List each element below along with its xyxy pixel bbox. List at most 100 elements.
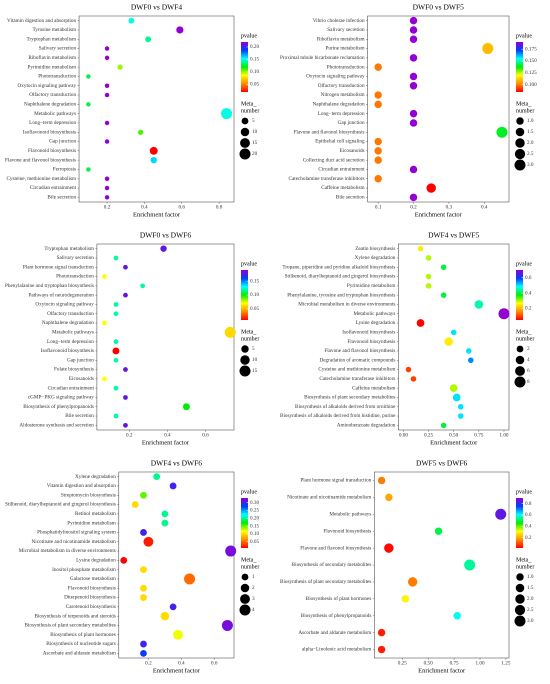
bubble xyxy=(117,64,123,70)
size-legend-label: 10 xyxy=(252,357,258,363)
y-tick-label: Phototransduction xyxy=(38,74,76,80)
size-legend-marker xyxy=(240,583,250,593)
size-legend-label: 20 xyxy=(252,151,258,157)
y-tick-label: Metabolic pathways xyxy=(353,311,395,317)
colorbar xyxy=(241,270,248,320)
y-tick-label: Biosynthesis of plant secondary metaboli… xyxy=(280,578,371,585)
x-tick-label: 0.4 xyxy=(178,661,185,667)
y-tick-label: Biosynthesis of plant secondary metaboli… xyxy=(24,622,115,629)
bubble xyxy=(140,594,147,601)
bubble xyxy=(113,302,119,307)
bubble xyxy=(128,17,135,24)
x-tick-label: 0.25 xyxy=(398,661,407,667)
y-tick-label: Stilbenoid, diarylheptanoid and gingerol… xyxy=(285,274,396,280)
size-legend-marker xyxy=(514,159,526,171)
y-tick-label: Circadian entrainment xyxy=(318,167,365,173)
x-tick-label: 0.1 xyxy=(375,205,382,211)
y-tick-label: Retinol metabolism xyxy=(75,511,116,517)
bubble xyxy=(112,347,120,355)
y-tick-label: Flavone and flavonol biosynthesis xyxy=(294,128,365,135)
bubble xyxy=(160,245,167,252)
y-tick-label: Circadian entrainment xyxy=(30,185,77,191)
bubble xyxy=(169,603,177,611)
y-tick-label: Microbial metabolism in diverse environm… xyxy=(298,302,395,308)
bubble xyxy=(131,501,139,508)
size-legend-label: 3.0 xyxy=(527,162,534,168)
size-legend-title: number xyxy=(241,564,259,570)
bubble xyxy=(140,566,147,574)
size-legend-title: Meta_ xyxy=(516,557,532,563)
bubble xyxy=(104,139,110,144)
colorbar-tick-label: 0.4 xyxy=(525,524,532,530)
chart-title: DWF5 vs DWF6 xyxy=(416,459,468,468)
y-tick-label: Epithelial cell signaling xyxy=(315,139,365,145)
x-tick-label: 0.4 xyxy=(481,205,488,211)
size-legend-marker xyxy=(515,138,525,148)
bubble xyxy=(401,595,410,603)
size-legend-title: number xyxy=(516,336,534,342)
bubble xyxy=(123,264,128,270)
x-axis-title: Enrichment factor xyxy=(153,667,201,674)
bubble xyxy=(138,129,144,135)
y-tick-label: Isoflavonoid biosynthesis xyxy=(342,329,395,336)
colorbar-tick-label: 0.100 xyxy=(525,82,537,88)
colorbar-title: pvalue xyxy=(241,261,257,267)
size-legend-marker xyxy=(240,594,250,604)
colorbar-tick-label: 0.2 xyxy=(525,535,532,541)
bubble xyxy=(468,357,474,364)
size-legend-marker xyxy=(515,583,525,593)
y-tick-label: Diterpenoid biosynthesis xyxy=(64,595,116,601)
bubble xyxy=(409,35,418,43)
bubble xyxy=(140,529,147,536)
y-tick-label: Zeatin biosynthesis xyxy=(355,246,395,252)
size-legend-label: 1.0 xyxy=(527,118,534,124)
size-legend-label: 8 xyxy=(527,379,530,385)
size-legend-marker xyxy=(515,355,525,365)
y-tick-label: Pyrimidine metabolism xyxy=(67,520,116,526)
bubble xyxy=(474,300,484,309)
colorbar-tick-label: 0.15 xyxy=(250,523,259,529)
y-tick-label: Oxytocin signaling pathway xyxy=(35,302,94,308)
chart-title: DWF4 vs DWF5 xyxy=(428,231,480,240)
y-tick-label: Aldosterone synthesis and secretion xyxy=(19,423,94,429)
y-tick-label: Stilbenoid, diarylheptanoid and gingerol… xyxy=(5,502,116,508)
y-tick-label: Biosynthesis of plant hormones xyxy=(306,595,372,602)
y-tick-label: Collecting duct acid secretion xyxy=(303,157,365,163)
colorbar-title: pvalue xyxy=(241,489,257,495)
colorbar-tick-label: 0.175 xyxy=(525,46,537,52)
colorbar-tick-label: 0.6 xyxy=(525,512,532,518)
y-tick-label: Oxytocin signaling pathway xyxy=(306,74,365,80)
chart-title: DWF0 vs DWF4 xyxy=(131,3,183,12)
colorbar-tick-label: 0.20 xyxy=(250,516,259,522)
bubble xyxy=(482,43,494,55)
y-tick-label: Lysine degradation xyxy=(76,558,116,564)
size-legend-title: Meta_ xyxy=(241,329,257,335)
bubble xyxy=(495,508,507,520)
y-tick-label: Metabolic pathways xyxy=(52,330,94,336)
y-tick-label: Phototransduction xyxy=(56,274,94,280)
bubble xyxy=(173,629,183,640)
x-tick-label: 0.00 xyxy=(399,433,408,439)
colorbar-tick-label: 0.2 xyxy=(525,306,532,312)
bubble xyxy=(145,36,152,43)
bubble xyxy=(161,519,169,527)
y-tick-label: Ascorbate and aldarate metabolism xyxy=(43,651,116,657)
bubble xyxy=(409,54,418,62)
size-legend-marker xyxy=(516,345,524,353)
bubble xyxy=(377,645,386,654)
y-tick-label: Pyrimidine metabolism xyxy=(27,64,76,70)
colorbar xyxy=(241,498,248,548)
y-tick-label: Long−term depression xyxy=(318,111,365,117)
size-legend-label: 2.5 xyxy=(527,151,534,157)
bubble xyxy=(409,26,418,34)
x-axis-title: Enrichment factor xyxy=(418,667,466,674)
size-legend-marker xyxy=(516,573,524,581)
bubble xyxy=(104,120,110,126)
size-legend-marker xyxy=(241,573,249,581)
size-legend-label: 2 xyxy=(527,346,530,352)
size-legend-label: 2.0 xyxy=(527,596,534,602)
bubble xyxy=(409,82,418,90)
y-tick-label: Tryptophan metabolism xyxy=(44,246,94,252)
bubble xyxy=(440,422,447,429)
